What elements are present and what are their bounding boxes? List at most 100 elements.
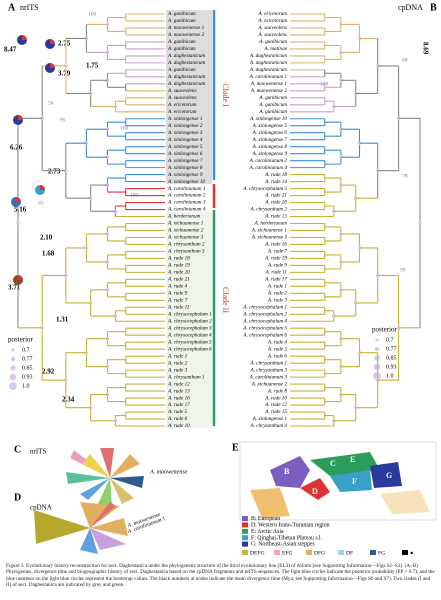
support: 65 (38, 200, 44, 206)
support: 100 (88, 11, 97, 17)
legend-label: B: European (251, 516, 280, 522)
network-c (66, 448, 144, 506)
tip-label: A. rude 18 (167, 256, 190, 262)
node-age: 3.79 (58, 70, 71, 78)
node-ages: 8.47 2.75 3.79 1.75 6.26 2.73 5.16 3.71 … (4, 11, 429, 403)
region-letter: G (386, 471, 392, 480)
tip-label: A. gunibicum (258, 95, 287, 101)
tip-label: A. rude 9 (267, 263, 288, 269)
support: 68 (402, 57, 408, 63)
tip-label: A. chrysocephalum 5 (167, 339, 212, 345)
legend-label: 0.93 (386, 364, 397, 370)
tip-label: A. xinlongense 8 (252, 144, 288, 150)
tip-label: A. carolinianum 1 (167, 186, 206, 192)
tip-label: A. maowenense 1 (167, 25, 205, 31)
tip-label: A. rude 5 (167, 409, 188, 415)
region-letter: C (330, 459, 336, 468)
tip-label: A. rude 1 (167, 353, 188, 359)
panel-title: cpDNA (30, 504, 52, 512)
tip-label: A. daghestanicum (167, 60, 205, 66)
tip-label: A. ericetorum (167, 102, 197, 108)
tip-label: A. suaveolens (167, 88, 197, 94)
ancestral-pie (16, 197, 21, 202)
legend-title: posterior (372, 326, 398, 334)
tip-label: A. rude 7 (167, 297, 188, 303)
tip-label: A. xinlongense 7 (252, 137, 288, 143)
tip-label: A. chrysocephalum 2 (167, 318, 212, 324)
legend-swatch (373, 363, 381, 371)
node-age: 2.92 (42, 368, 55, 376)
node-age: 3.71 (8, 284, 21, 292)
tip-label: A. rude 2 (167, 360, 188, 366)
tip-label: A. xinlongense 10 (167, 179, 205, 185)
ancestral-pie (22, 35, 27, 40)
tip-label: A. herderianum (167, 214, 201, 220)
tip-label: A. xichuanense 1 (251, 228, 288, 234)
legend-label: 0.7 (386, 337, 394, 343)
support: 78 (402, 173, 408, 179)
legend-label: DEFG (250, 550, 265, 556)
map-letters: B C D E F G (284, 455, 392, 496)
network-label: A. maowenense (149, 469, 188, 475)
tip-label: A. chrysanthum 3 (167, 249, 205, 255)
tip-label: A. rude 6 (267, 353, 288, 359)
tip-label: A. chrysanthum 1 (250, 360, 288, 366)
tip-label: A. xinlongense 5 (167, 144, 203, 150)
tip-label: A. chrysanthum 2 (167, 242, 205, 248)
tip-label: A. gunibicum (258, 39, 287, 45)
node-age: 1.31 (56, 316, 69, 324)
legend-swatch (242, 541, 248, 547)
legend-swatch (375, 338, 379, 342)
legend-swatch (242, 516, 248, 521)
node-age: 2.10 (40, 234, 53, 242)
legend-label: 1.0 (22, 383, 30, 389)
region-letter: F (352, 477, 357, 486)
tip-label: A. chrysanthum 4 (250, 422, 288, 429)
panel-letter: E (232, 442, 239, 453)
tip-label: A. chrysocephalum 1 (167, 311, 212, 317)
tip-label: A. carolinianum 2 (249, 158, 288, 164)
tip-label: A. gunibicum (258, 102, 287, 108)
tip-label: A. chrysocephalum 3 (167, 325, 212, 331)
tip-label: A. rude 20 (264, 200, 287, 206)
tip-label: A. rude 10 (264, 395, 287, 401)
tip-label: A. daghestanicum (167, 81, 205, 87)
tip-label: A. carolinianum 4 (249, 164, 288, 171)
node-posterior (16, 221, 20, 225)
legend-label: 0.77 (386, 346, 397, 352)
tip-label: A. suaveolens (167, 95, 197, 101)
legend-swatch (274, 550, 280, 555)
tip-label: A. rude 2 (267, 291, 288, 297)
tip-label: A. gunibicum (167, 18, 196, 24)
panel-letter: C (14, 444, 21, 455)
tip-label: A. rude 11 (265, 270, 288, 276)
node-age: 2.75 (58, 40, 71, 48)
tip-label: A. xinlongense 7 (167, 158, 203, 164)
ancestral-pie (50, 39, 55, 44)
tip-label: A. xichuanense 1 (167, 221, 204, 227)
tip-label: A. carolinianum 2 (167, 193, 206, 199)
tip-label: A. rude 12 (264, 402, 287, 408)
tip-label: A. rude 4 (267, 338, 288, 345)
tip-label: A. rude 19 (167, 263, 190, 269)
tip-label: A. xichuanense 2 (167, 228, 204, 234)
legend-label: ● (410, 550, 413, 556)
tip-label: A. xinlongense 1 (167, 116, 203, 122)
tip-label: A. xichuanense 3 (251, 235, 288, 241)
legend-label: 0.85 (386, 355, 397, 361)
tip-label: A. matinae (264, 46, 288, 52)
panel-letter: D (14, 492, 21, 503)
network-d (34, 502, 128, 554)
legend-label: DF (346, 550, 353, 556)
tip-label: A. chrysanthum 1 (167, 374, 205, 380)
node-age: 1.68 (42, 250, 55, 258)
legend-swatch (242, 528, 248, 534)
panel-title: nrITS (20, 3, 39, 12)
tip-label: A. daghestanicum (167, 74, 205, 80)
tip-label: A. rude 21 (167, 277, 190, 283)
tip-label: A. xinlongense 2 (167, 123, 203, 129)
tip-label: A. chrysocephalum 4 (167, 331, 212, 338)
